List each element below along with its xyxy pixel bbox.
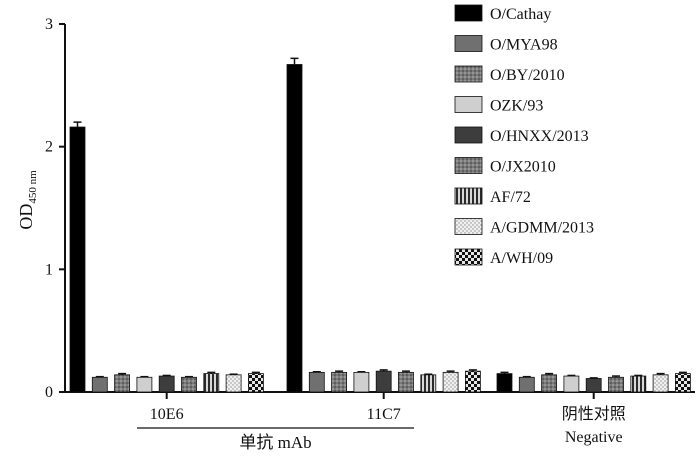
x-tick-label-0: 10E6 [150, 406, 184, 423]
legend-item-3: OZK/93 [454, 96, 543, 115]
legend-item-2: O/BY/2010 [454, 65, 565, 84]
legend-swatch-2 [454, 65, 483, 83]
legend-swatch-6 [454, 187, 483, 205]
legend-label-5: O/JX2010 [490, 159, 556, 176]
y-axis-label-sub: 450 nm [27, 170, 39, 204]
bar-af-72-0 [203, 373, 220, 393]
bar-o-mya98-0 [91, 376, 108, 393]
bar-o-cathay-0 [69, 126, 86, 393]
bar-o-hnxx-2013-2 [585, 378, 602, 393]
y-axis-label: OD450 nm [16, 170, 39, 230]
legend-label-3: OZK/93 [490, 98, 543, 115]
legend-swatch-1 [454, 35, 483, 52]
bar-o-cathay-1 [286, 64, 303, 393]
bar-o-by-2010-0 [114, 374, 130, 393]
group-label: 单抗 mAb [239, 433, 311, 452]
bar-a-gdmm-2013-2 [652, 374, 669, 393]
legend-swatch-4 [454, 126, 483, 144]
legend-label-0: O/Cathay [490, 6, 551, 23]
legend-swatch-7 [454, 218, 483, 235]
bar-o-hnxx-2013-1 [375, 370, 392, 393]
legend-swatch-0 [454, 4, 483, 22]
bar-a-gdmm-2013-1 [442, 371, 459, 393]
legend-label-2: O/BY/2010 [490, 67, 565, 84]
legend-item-0: O/Cathay [454, 4, 551, 23]
y-tick-label-3: 3 [45, 16, 53, 33]
bar-af-72-2 [630, 375, 647, 393]
y-tick-label-1: 1 [45, 261, 53, 278]
legend-label-6: AF/72 [490, 189, 531, 206]
bar-o-hnxx-2013-0 [158, 375, 175, 393]
bar-ozk-93-1 [353, 371, 370, 393]
legend-label-7: A/GDMM/2013 [490, 220, 594, 237]
y-tick-label-0: 0 [45, 384, 53, 401]
bar-ozk-93-0 [136, 376, 153, 393]
legend-item-4: O/HNXX/2013 [454, 126, 589, 145]
y-axis-label-main: OD [16, 204, 36, 230]
bar-af-72-1 [420, 374, 437, 393]
bars [69, 57, 691, 393]
bar-a-wh-09-0 [247, 373, 264, 393]
legend-item-6: AF/72 [454, 187, 531, 206]
legend-swatch-3 [454, 96, 483, 113]
bar-o-mya98-2 [518, 376, 535, 393]
bar-a-gdmm-2013-0 [225, 374, 242, 393]
legend-label-4: O/HNXX/2013 [490, 128, 589, 145]
legend-item-1: O/MYA98 [454, 35, 558, 54]
bar-a-wh-09-1 [464, 370, 481, 393]
bar-o-jx2010-1 [398, 371, 414, 393]
x-tick-label-1: 11C7 [367, 406, 401, 423]
legend-label-8: A/WH/09 [490, 250, 553, 267]
legend: O/Cathay O/MYA98 O/BY/2010 OZK/93 O/HNXX/201… [454, 4, 594, 267]
bar-a-wh-09-2 [675, 373, 691, 393]
x-tick-sublabel-2: Negative [565, 429, 623, 446]
bar-o-jx2010-0 [181, 376, 197, 393]
bar-o-by-2010-2 [541, 374, 557, 393]
legend-label-1: O/MYA98 [490, 37, 558, 54]
legend-swatch-5 [454, 157, 483, 174]
bar-o-cathay-2 [496, 373, 513, 393]
legend-item-8: A/WH/09 [454, 248, 553, 267]
legend-item-5: O/JX2010 [454, 157, 556, 176]
y-tick-label-2: 2 [45, 139, 53, 156]
x-tick-label-2: 阴性对照 [562, 405, 626, 423]
legend-item-7: A/GDMM/2013 [454, 218, 594, 237]
bar-o-mya98-1 [308, 371, 325, 393]
legend-swatch-8 [454, 248, 483, 266]
bar-ozk-93-2 [563, 375, 580, 393]
bar-o-jx2010-2 [608, 376, 624, 393]
bar-o-by-2010-1 [331, 371, 348, 393]
